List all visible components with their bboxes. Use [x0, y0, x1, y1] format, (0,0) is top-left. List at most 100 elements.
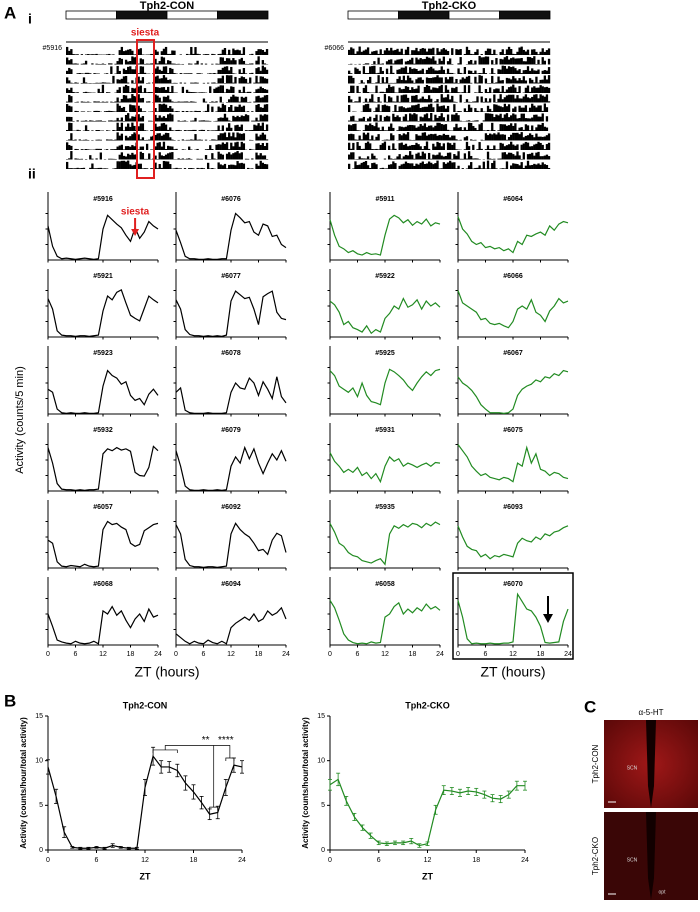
actogram-bin	[427, 86, 431, 93]
actogram-bin	[493, 145, 496, 150]
actogram-bin	[495, 54, 498, 55]
actogram-bin	[228, 49, 231, 55]
actogram-bin	[110, 139, 113, 141]
actogram-bin	[257, 88, 260, 93]
actogram-bin	[493, 49, 496, 55]
actogram-bin	[396, 115, 399, 122]
actogram-bin	[493, 89, 496, 93]
actogram-bin	[230, 86, 233, 93]
actogram-bin	[528, 130, 532, 131]
actogram-bin	[449, 137, 452, 141]
actogram-bin	[396, 156, 399, 160]
x-tick-label: 6	[74, 651, 78, 658]
actogram-bin	[400, 126, 403, 131]
actogram-bin	[141, 111, 145, 112]
actogram-bin	[217, 118, 220, 122]
actogram-bin	[398, 51, 401, 55]
actogram-bin	[223, 113, 227, 122]
actogram-bin	[432, 107, 435, 112]
actogram-bin	[148, 82, 151, 84]
actogram-bin	[116, 132, 119, 141]
actogram-bin	[171, 101, 174, 103]
actogram-bin	[263, 146, 267, 150]
actogram-bin	[246, 82, 250, 84]
actogram-bin	[539, 94, 542, 103]
actogram-bin	[444, 77, 448, 84]
actogram-bin	[478, 85, 481, 93]
actogram-bin	[209, 145, 212, 150]
actogram-bin	[434, 155, 437, 160]
actogram-bin	[196, 82, 199, 84]
actogram-bin	[425, 84, 429, 93]
actogram-bin	[432, 164, 435, 169]
actogram-bin	[501, 134, 504, 141]
actogram-bin	[495, 88, 498, 93]
actogram-bin	[358, 130, 361, 131]
actogram-bin	[501, 168, 504, 169]
actogram-bin	[539, 142, 542, 150]
actogram-bin	[539, 136, 542, 141]
actogram-bin	[244, 63, 248, 65]
actogram-bin	[427, 67, 431, 74]
actogram-bin	[101, 82, 105, 84]
actogram-bin	[240, 124, 243, 131]
actogram-bin	[219, 96, 222, 103]
actogram-bin	[68, 80, 71, 84]
actogram-bin	[169, 113, 172, 122]
actogram-bin	[488, 133, 492, 141]
actogram-bin	[528, 118, 532, 122]
actogram-bin	[404, 80, 408, 84]
actogram-bin	[217, 53, 220, 55]
actogram-bin	[156, 66, 159, 74]
actogram-bin	[486, 113, 490, 122]
actogram-bin	[225, 137, 229, 141]
actogram-bin	[417, 85, 420, 93]
actogram-bin	[259, 125, 262, 131]
actogram-bin	[240, 152, 243, 160]
actogram-bin	[533, 49, 536, 55]
actogram-bin	[425, 141, 429, 150]
actogram-bin	[545, 79, 549, 84]
actogram-bin	[70, 133, 73, 141]
actogram-bin	[417, 135, 420, 141]
actogram-bin	[470, 59, 473, 65]
actogram-bin	[392, 135, 395, 141]
actogram-bin	[238, 126, 241, 131]
actogram-bin	[465, 111, 469, 112]
actogram-bin	[427, 95, 431, 103]
actogram-bin	[204, 101, 208, 103]
actogram-bin	[265, 142, 269, 150]
actogram-bin	[228, 123, 231, 131]
actogram-bin	[263, 114, 267, 122]
actogram-bin	[474, 127, 477, 131]
animal-id: #6077	[221, 273, 241, 280]
actogram-bin	[131, 152, 134, 160]
actogram-bin	[373, 65, 376, 74]
x-tick-label: 6	[356, 651, 360, 658]
actogram-bin	[400, 106, 403, 112]
actogram-bin	[82, 139, 86, 141]
actogram-bin	[400, 67, 403, 74]
traces.columns.2.mice.0-trace	[329, 214, 441, 256]
actogram-bin	[516, 58, 519, 65]
actogram-bin	[352, 85, 355, 93]
actogram-bin	[131, 94, 134, 103]
actogram-bin	[127, 113, 130, 122]
actogram-bin	[217, 144, 220, 150]
actogram-bin	[449, 72, 452, 74]
actogram-bin	[112, 149, 115, 150]
actogram-bin	[156, 87, 159, 93]
actogram-bin	[76, 111, 79, 112]
actogram-bin	[375, 164, 378, 169]
actogram-bin	[251, 168, 254, 169]
actogram-bin	[547, 75, 551, 84]
actogram-bin	[470, 101, 473, 103]
actogram-bin	[371, 66, 374, 74]
actogram-bin	[430, 89, 433, 93]
actogram-bin	[507, 117, 511, 122]
actogram-bin	[206, 82, 210, 84]
actogram-bin	[97, 130, 100, 131]
actogram-bin	[101, 63, 105, 65]
actogram-bin	[122, 68, 126, 74]
actogram-bin	[219, 69, 222, 74]
